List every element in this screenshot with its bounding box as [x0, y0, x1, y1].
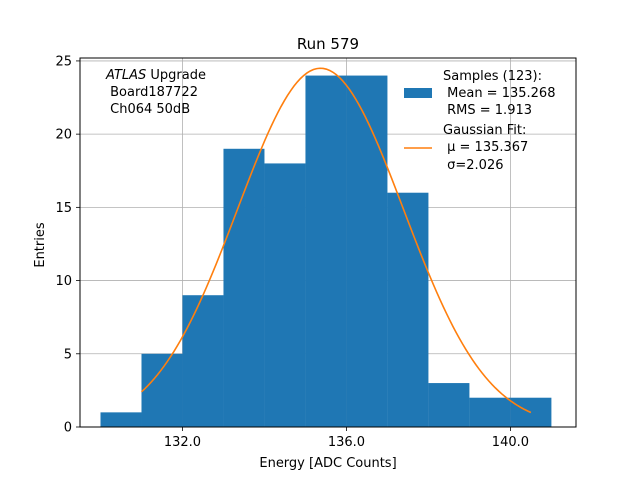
histogram-bar-7	[387, 192, 429, 427]
axis-ticks: 132.0 136.0 140.0 0 5 10 15 20 25	[55, 54, 529, 450]
annotation-line-2: Board187722	[106, 85, 198, 100]
histogram-bar-1	[141, 353, 183, 427]
y-tick-label-0: 0	[64, 421, 72, 436]
gaussian-fit-line	[140, 67, 532, 414]
y-axis-label: Entries	[33, 222, 48, 268]
legend-samples-line-1: Samples (123):	[443, 69, 542, 84]
histogram-bar-2	[182, 295, 224, 427]
histogram-bar-5	[305, 75, 347, 428]
x-tick-label-0: 132.0	[164, 435, 201, 450]
y-tick-label-3: 15	[55, 201, 72, 216]
chart-title: Run 579	[297, 35, 359, 53]
annotation-line-1: ATLAS Upgrade	[105, 68, 206, 83]
legend-samples-line-2: Mean = 135.268	[443, 86, 555, 101]
y-tick-label-2: 10	[55, 274, 72, 289]
legend: Samples (123): Mean = 135.268 RMS = 1.91…	[404, 69, 555, 173]
histogram-bar-0	[100, 412, 142, 427]
annotation-line-3: Ch064 50dB	[106, 102, 190, 117]
y-tick-label-4: 20	[55, 128, 72, 143]
legend-histogram-swatch	[404, 88, 432, 98]
plot-frame	[79, 57, 577, 428]
legend-samples-line-3: RMS = 1.913	[443, 103, 532, 118]
legend-fit-line-1: Gaussian Fit:	[443, 123, 526, 138]
histogram-bar-9	[469, 397, 511, 427]
annotation-atlas: ATLAS	[105, 68, 146, 83]
x-tick-label-2: 140.0	[492, 435, 529, 450]
histogram-bars	[100, 75, 552, 428]
atlas-annotation: ATLAS Upgrade Board187722 Ch064 50dB	[105, 68, 206, 117]
legend-fit-line-3: σ=2.026	[443, 158, 503, 173]
histogram-bar-8	[428, 383, 470, 427]
x-tick-label-1: 136.0	[328, 435, 365, 450]
gaussian-fit	[140, 67, 532, 414]
y-tick-label-5: 25	[55, 54, 72, 69]
histogram-bar-4	[264, 163, 306, 427]
histogram-bar-3	[223, 148, 265, 428]
x-axis-label: Energy [ADC Counts]	[259, 456, 396, 471]
legend-fit-line-2: μ = 135.367	[443, 140, 528, 155]
y-tick-label-1: 5	[64, 347, 72, 362]
annotation-upgrade: Upgrade	[146, 68, 206, 83]
histogram-bar-6	[346, 75, 388, 428]
